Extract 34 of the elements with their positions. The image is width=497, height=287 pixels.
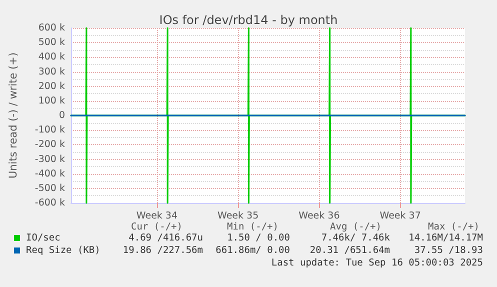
text: 20.31 /651.64m	[310, 245, 390, 256]
text: Max (-/+)	[428, 222, 480, 232]
y-tick-label: 100 k	[38, 95, 66, 106]
text: 19.86 /227.56m	[122, 245, 204, 256]
text: Min (-/+)	[227, 222, 278, 232]
y-tick-label: -200 k	[34, 139, 66, 150]
x-tick-label: Week 37	[380, 210, 421, 222]
legend-label: Req Size (KB)	[26, 245, 100, 256]
y-tick-label: 500 k	[38, 37, 66, 48]
legend-label: IO/sec	[26, 232, 60, 244]
y-tick-label: -500 k	[34, 182, 66, 194]
x-tick-label: Week 36	[298, 210, 340, 222]
chart-title: IOs for /dev/rbd14 - by month	[159, 13, 338, 27]
y-tick-label: 200 k	[38, 80, 66, 92]
x-tick-label: Week 34	[136, 210, 178, 222]
y-tick-label: -400 k	[34, 168, 66, 180]
text: 661.86m/ 0.00	[216, 245, 290, 256]
x-tick-label: Week 35	[217, 210, 259, 222]
y-tick-label: 600 k	[38, 22, 66, 34]
y-axis-title: Units read (-) / write (+)	[8, 52, 20, 179]
text: 4.69 /416.67u	[128, 232, 203, 244]
y-tick-label: 400 k	[38, 52, 66, 63]
y-tick-label: -600 k	[34, 198, 66, 208]
text: 14.16M/14.17M	[408, 232, 484, 244]
y-tick-label: -100 k	[34, 124, 66, 136]
y-tick-label: 300 k	[38, 66, 66, 78]
text: 1.50 / 0.00	[227, 232, 290, 244]
text: Avg (-/+)	[330, 222, 382, 232]
text: Cur (-/+)	[131, 222, 182, 232]
text: 37.55 /18.93	[414, 245, 483, 256]
text: 7.46k/ 7.46k	[321, 232, 390, 244]
y-tick-label: -300 k	[34, 154, 66, 165]
y-tick-label: 0	[58, 110, 65, 121]
text: Last update: Tue Sep 16 05:00:03 2025	[271, 258, 483, 268]
